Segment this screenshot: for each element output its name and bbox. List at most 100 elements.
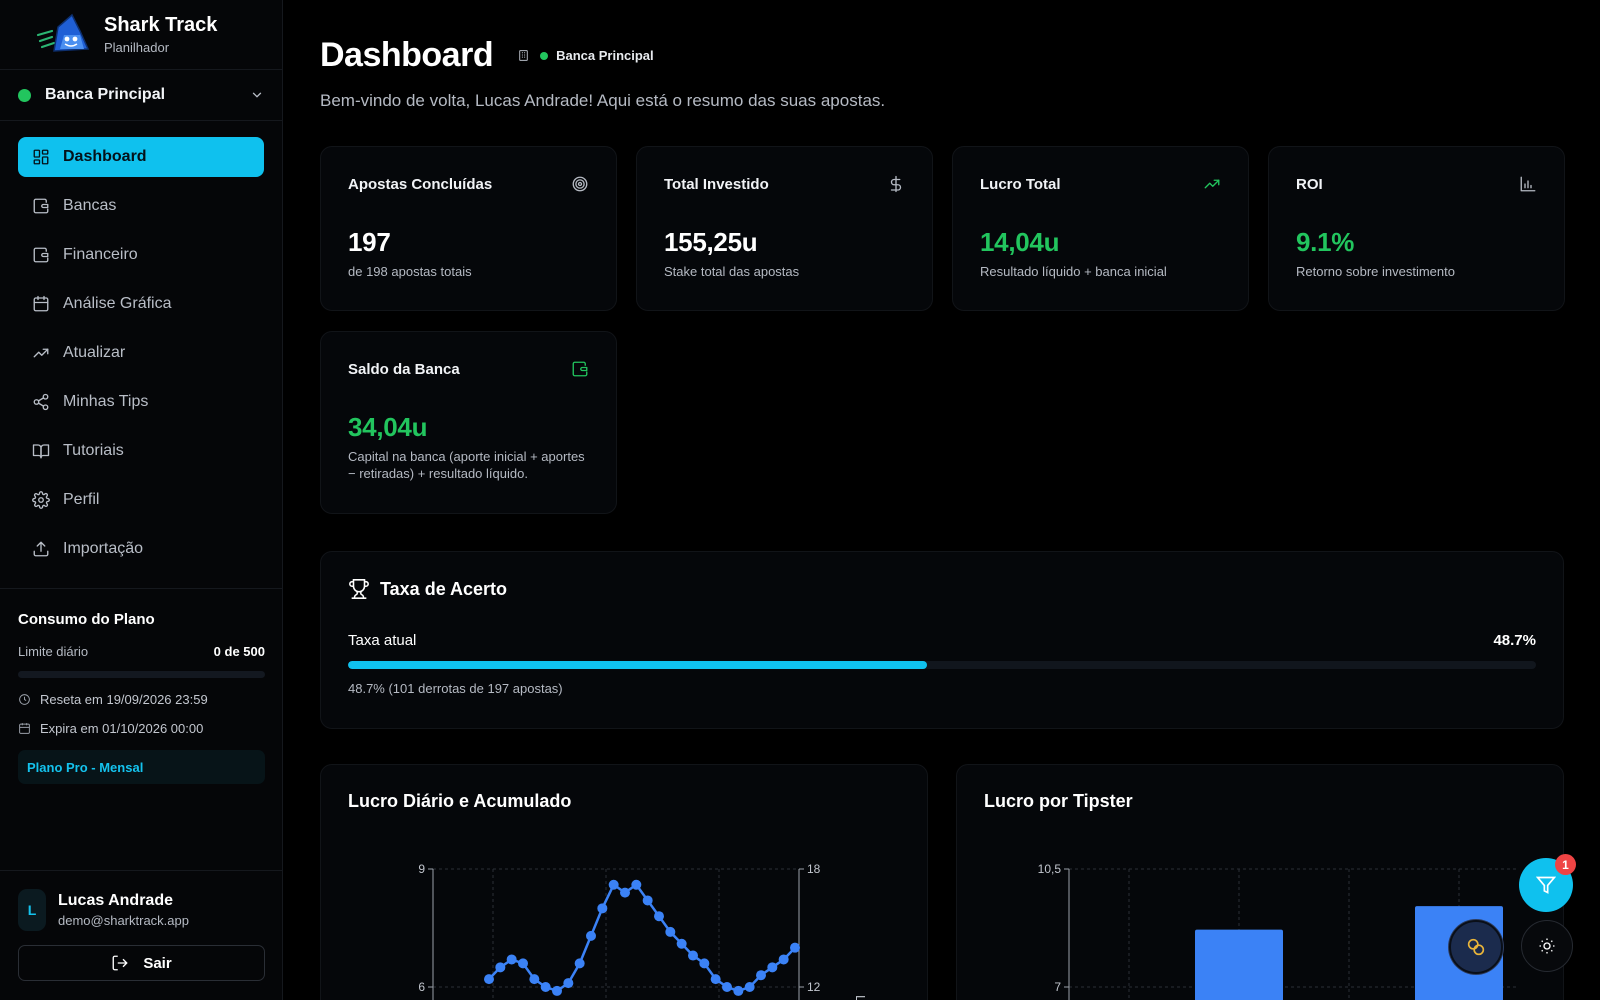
logout-icon xyxy=(112,955,129,971)
data-point xyxy=(552,985,562,996)
kpi-value: 155,25u xyxy=(664,227,758,257)
sidebar: Shark Track Planilhador Banca Principal … xyxy=(0,0,283,1000)
plan-usage-bar xyxy=(18,671,265,678)
data-point xyxy=(563,978,574,989)
data-point xyxy=(608,879,619,890)
sidebar-item-perfil[interactable]: Perfil xyxy=(18,480,264,520)
data-point xyxy=(688,950,698,961)
dollar-icon xyxy=(890,175,902,193)
hit-rate-card: Taxa de Acerto Taxa atual 48.7% 48.7% (1… xyxy=(320,551,1564,729)
data-point xyxy=(586,930,596,941)
hit-rate-progress xyxy=(348,661,1536,669)
sidebar-item-label: Perfil xyxy=(63,491,100,508)
page-header: Dashboard Banca Principal xyxy=(320,36,1564,75)
plan-badge[interactable]: Plano Pro - Mensal xyxy=(18,750,265,784)
kpi-value: 14,04u xyxy=(980,227,1060,257)
upload-icon xyxy=(33,541,49,557)
brand-name: Shark Track xyxy=(104,14,218,36)
bank-badge-label: Banca Principal xyxy=(556,48,654,63)
bar-chart-icon xyxy=(1520,176,1536,192)
sidebar-item-importacao[interactable]: Importação xyxy=(18,529,264,569)
y-tick-label: 10,5 xyxy=(1038,862,1062,876)
sidebar-item-label: Bancas xyxy=(63,197,117,214)
shark-logo-icon xyxy=(36,13,90,52)
kpi-title: ROI xyxy=(1296,175,1323,193)
data-point xyxy=(540,982,551,992)
sidebar-item-financeiro[interactable]: Financeiro xyxy=(18,235,264,275)
data-point xyxy=(506,954,517,965)
clock-icon xyxy=(19,694,30,705)
data-point xyxy=(631,879,642,890)
coins-icon xyxy=(1467,938,1485,956)
sidebar-item-bancas[interactable]: Bancas xyxy=(18,186,264,226)
brand[interactable]: Shark Track Planilhador xyxy=(0,0,282,70)
sidebar-item-analise-grafica[interactable]: Análise Gráfica xyxy=(18,284,264,324)
data-point xyxy=(756,970,766,981)
building-icon xyxy=(519,50,528,61)
book-icon xyxy=(32,444,50,459)
series-line xyxy=(488,882,796,993)
sidebar-item-label: Análise Gráfica xyxy=(63,295,172,312)
wallet-icon xyxy=(33,198,49,214)
gear-icon xyxy=(32,491,50,509)
data-point xyxy=(722,982,732,992)
target-icon xyxy=(572,176,588,192)
data-point xyxy=(642,895,653,906)
hit-rate-label: Taxa atual xyxy=(348,632,417,649)
kpi-subtitle: de 198 apostas totais xyxy=(348,264,472,279)
data-point xyxy=(484,974,494,985)
data-point xyxy=(597,903,608,914)
kpi-subtitle: Resultado líquido + banca inicial xyxy=(980,264,1167,279)
theme-toggle-button[interactable] xyxy=(1521,920,1573,972)
grid-icon xyxy=(33,149,49,165)
sun-icon xyxy=(1539,938,1555,954)
bank-badge: Banca Principal xyxy=(517,48,654,63)
data-point xyxy=(495,962,506,973)
sidebar-item-label: Importação xyxy=(63,540,144,557)
y2-axis-label: Luc xyxy=(853,995,868,1000)
wallet-icon xyxy=(33,247,49,263)
sidebar-item-label: Financeiro xyxy=(63,246,138,263)
y2-tick-label: 18 xyxy=(807,862,821,876)
chevron-down-icon xyxy=(252,92,262,98)
kpi-card-invested: Total Investido 155,25u Stake total das … xyxy=(636,146,933,311)
brand-subtitle: Planilhador xyxy=(104,40,170,55)
sidebar-item-label: Dashboard xyxy=(63,148,147,165)
data-point xyxy=(676,938,687,949)
kpi-title: Saldo da Banca xyxy=(348,360,460,378)
filter-count-badge: 1 xyxy=(1555,854,1576,875)
data-point xyxy=(574,958,585,969)
line-chart: 9 6 18 12 Luc xyxy=(418,862,868,1000)
bank-status-dot xyxy=(540,51,549,60)
sidebar-item-minhas-tips[interactable]: Minhas Tips xyxy=(18,382,264,422)
y-tick-label: 9 xyxy=(418,862,425,876)
page-title: Dashboard xyxy=(320,36,494,74)
kpi-card-profit: Lucro Total 14,04u Resultado líquido + b… xyxy=(952,146,1249,311)
y-tick-label: 7 xyxy=(1054,980,1061,994)
logout-button[interactable]: Sair xyxy=(18,945,265,981)
coins-button[interactable] xyxy=(1449,920,1503,974)
sidebar-item-tutoriais[interactable]: Tutoriais xyxy=(18,431,264,471)
sidebar-item-atualizar[interactable]: Atualizar xyxy=(18,333,264,373)
bank-selector[interactable]: Banca Principal xyxy=(0,70,282,121)
plan-reset-text: Reseta em 19/09/2026 23:59 xyxy=(40,692,208,707)
welcome-text: Bem-vindo de volta, Lucas Andrade! Aqui … xyxy=(320,91,886,110)
kpi-title: Lucro Total xyxy=(980,175,1061,193)
chart-title: Lucro por Tipster xyxy=(984,791,1133,811)
hit-rate-value: 48.7% xyxy=(1493,632,1536,649)
kpi-value: 197 xyxy=(348,227,391,257)
kpi-card-completed: Apostas Concluídas 197 de 198 apostas to… xyxy=(320,146,617,311)
sidebar-item-label: Minhas Tips xyxy=(63,393,149,410)
wallet-icon xyxy=(572,361,588,377)
plan-usage: Consumo do Plano Limite diário 0 de 500 … xyxy=(0,588,283,784)
kpi-value: 9.1% xyxy=(1296,227,1355,257)
data-point xyxy=(767,962,778,973)
user-name: Lucas Andrade xyxy=(58,892,173,909)
sidebar-item-label: Atualizar xyxy=(63,344,126,361)
sidebar-item-dashboard[interactable]: Dashboard xyxy=(18,137,264,177)
kpi-value: 34,04u xyxy=(348,412,428,442)
data-point xyxy=(744,982,755,992)
calendar-icon xyxy=(33,295,49,312)
trending-up-icon xyxy=(33,348,49,358)
kpi-subtitle: Capital na banca (aporte inicial + aport… xyxy=(348,449,585,481)
